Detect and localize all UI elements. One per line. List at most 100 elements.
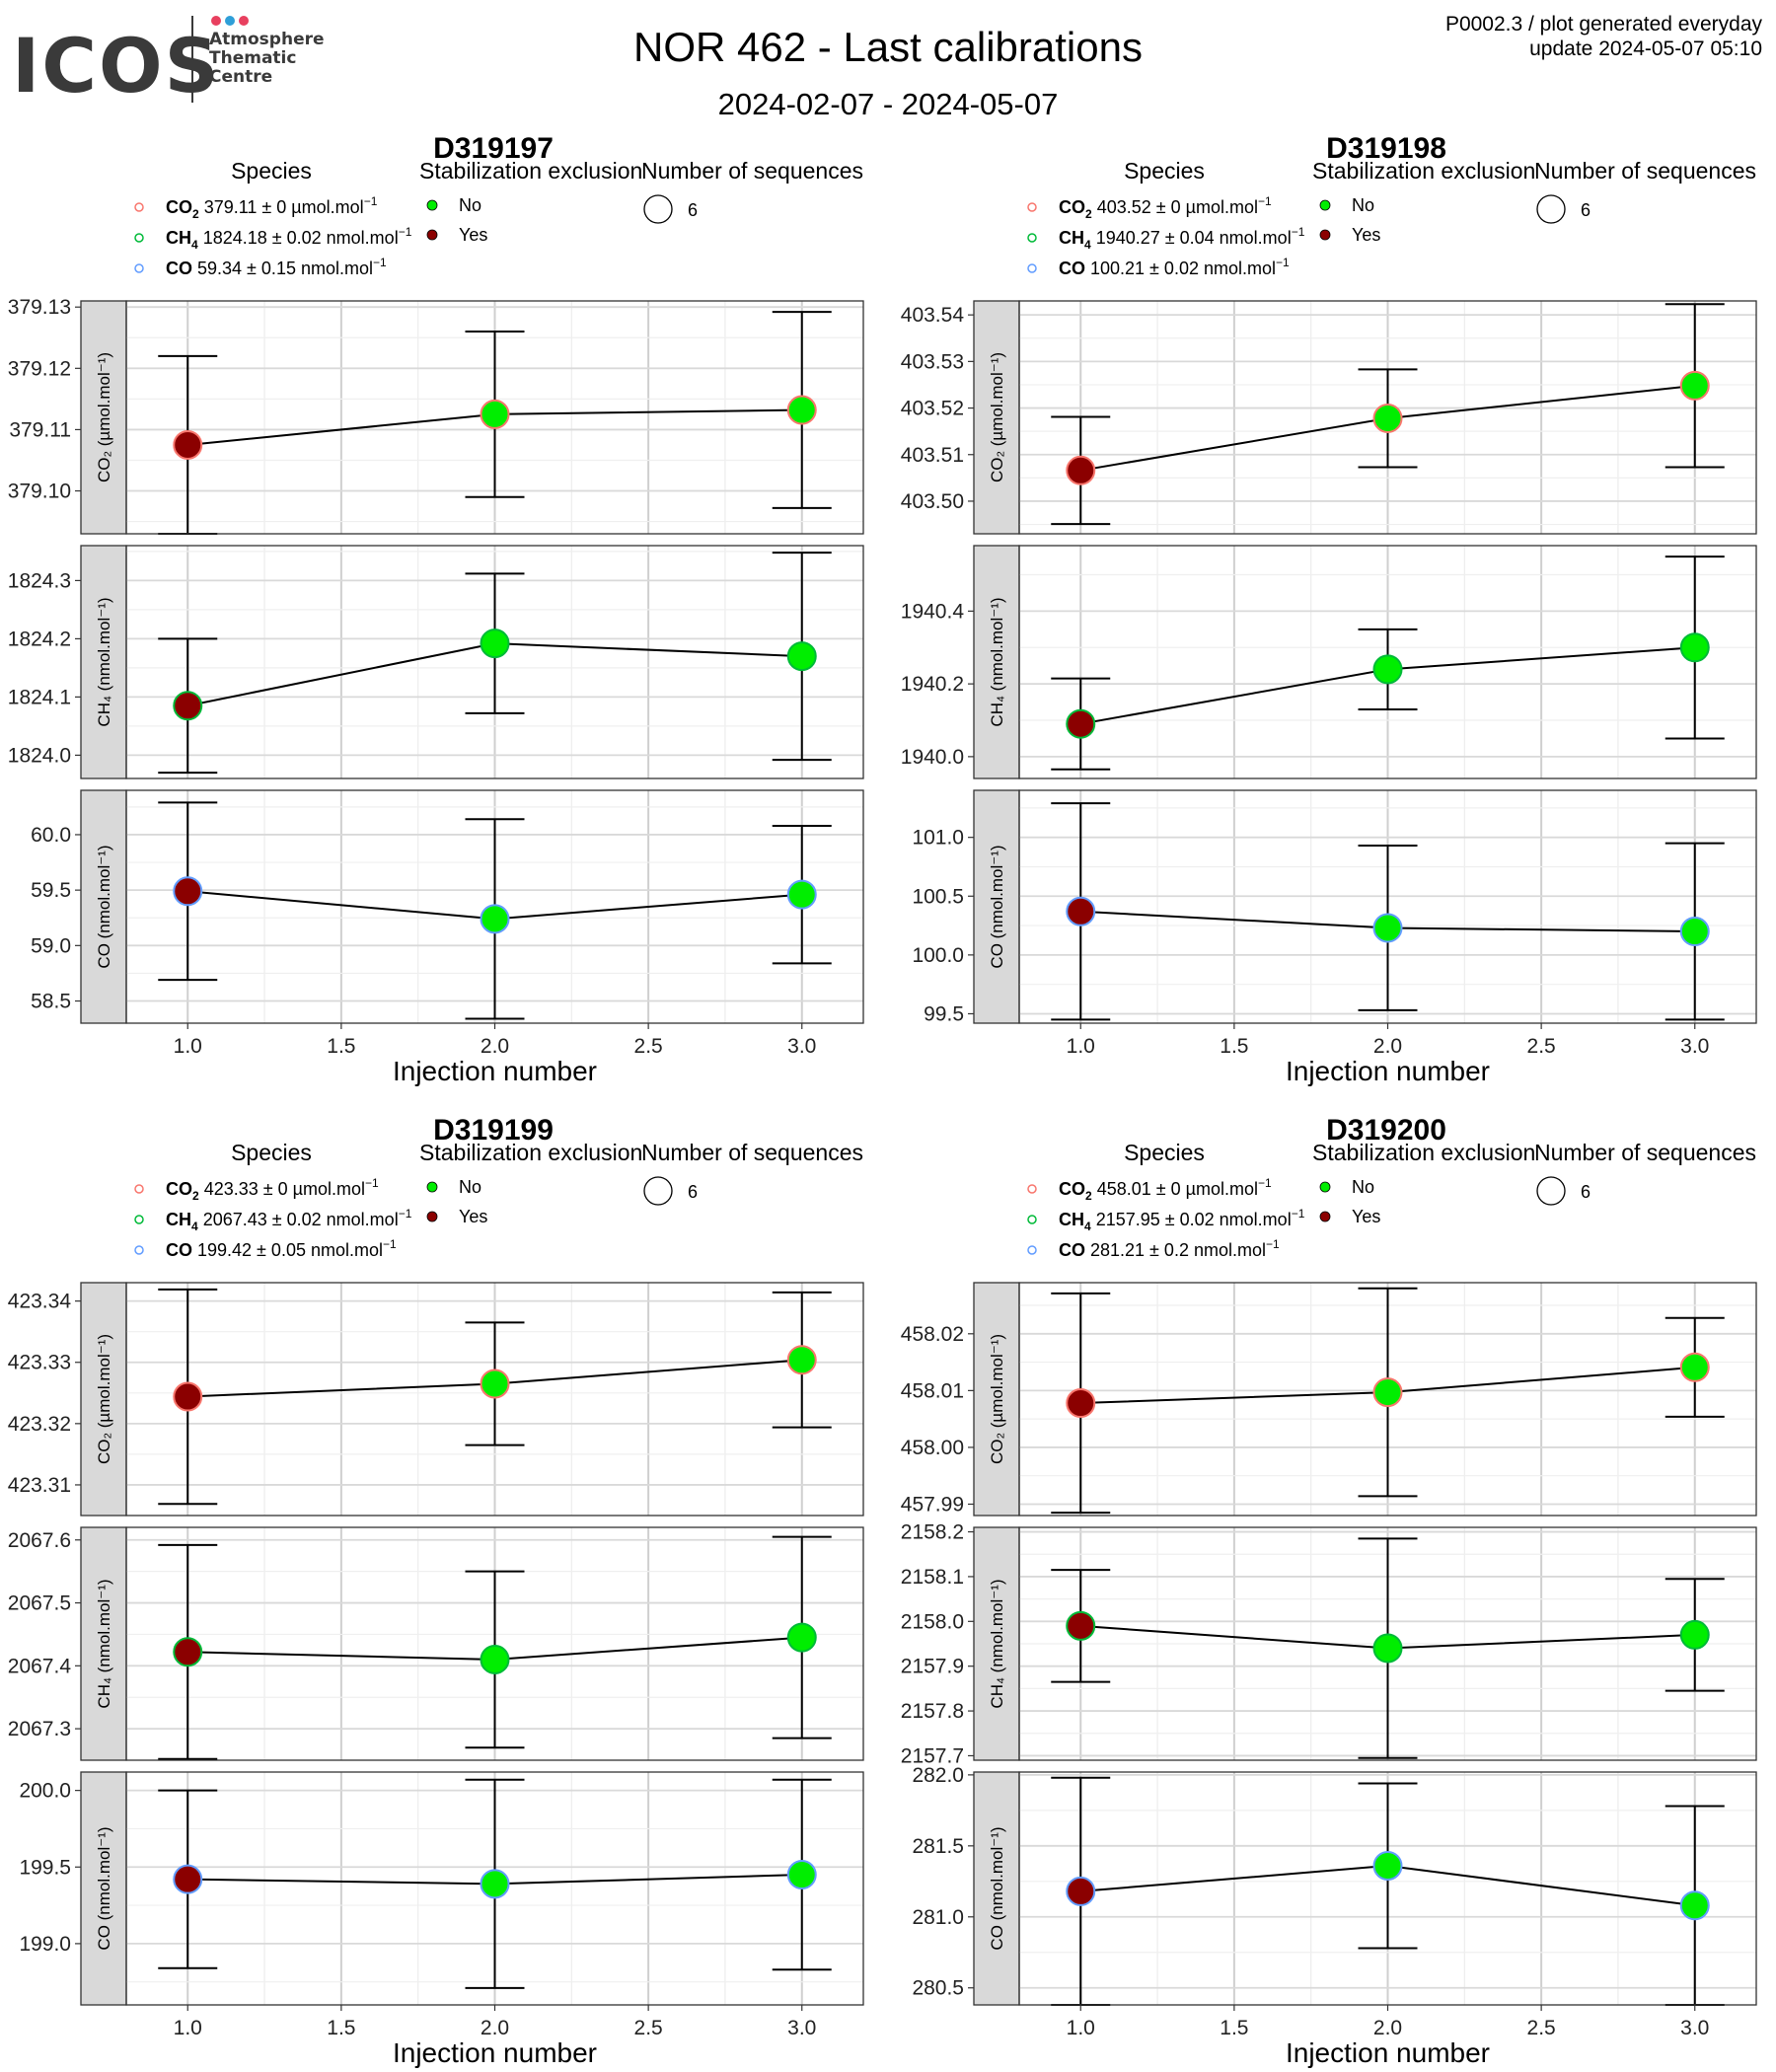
legend-title-sequences: Number of sequences — [641, 1140, 863, 1165]
facet-strip — [80, 1771, 127, 2006]
facet-panel: CO (nmol.mol⁻¹) 199.0 199.5 200.0 — [19, 1771, 864, 2006]
y-tick-label: 58.5 — [31, 991, 71, 1013]
x-tick-label: 3.0 — [1680, 2017, 1709, 2039]
legend-title-stabilization: Stabilization exclusion — [1312, 158, 1535, 184]
legend-exclusion-label: Yes — [1352, 225, 1380, 245]
facet-strip — [80, 300, 127, 535]
data-point — [786, 641, 817, 672]
logo-dot-icon — [239, 16, 249, 26]
y-tick-label: 423.31 — [8, 1474, 71, 1497]
y-tick-label: 59.0 — [31, 934, 71, 957]
facet-strip — [973, 300, 1020, 535]
data-point — [1372, 1377, 1403, 1408]
y-tick-label: 423.32 — [8, 1413, 71, 1436]
y-tick-label: 199.0 — [19, 1933, 71, 1956]
legend-sequences-label: 6 — [1581, 200, 1591, 220]
logo-dot-icon — [225, 16, 235, 26]
chart-title: D319200 — [1326, 1114, 1446, 1147]
icos-logo-text: ICOS — [12, 22, 221, 110]
legend-exclusion-key — [426, 229, 438, 241]
x-tick-label: 1.0 — [174, 2017, 202, 2039]
facet-panel: CO₂ (µmol.mol⁻¹) 457.99 458.00 458.01 458.02 — [901, 1282, 1757, 1517]
y-tick-label: 1824.3 — [8, 569, 71, 592]
legend-species-label: CO 59.34 ± 0.15 nmol.mol−1 — [166, 256, 387, 278]
panel-border — [1018, 1282, 1757, 1517]
legend-exclusion-key — [1319, 1211, 1331, 1222]
facet-strip-label: CO (nmol.mol⁻¹) — [95, 1826, 113, 1950]
legend-title-stabilization: Stabilization exclusion — [419, 158, 642, 184]
y-tick-label: 458.02 — [901, 1323, 964, 1346]
x-tick-label: 2.0 — [481, 1035, 509, 1058]
legend-title-stabilization: Stabilization exclusion — [1312, 1140, 1535, 1165]
y-tick-label: 403.50 — [901, 490, 964, 513]
facet-strip — [973, 1771, 1020, 2006]
legend-title-species: Species — [1124, 158, 1205, 184]
plot-meta: P0002.3 / plot generated everyday update… — [1445, 12, 1762, 61]
facet-panel: CH₄ (nmol.mol⁻¹) 2157.7 2157.8 2157.9 2158.0… — [901, 1521, 1757, 1767]
y-tick-label: 423.34 — [8, 1291, 72, 1313]
legend-exclusion-label: Yes — [1352, 1207, 1380, 1226]
data-point — [173, 1637, 203, 1667]
data-point — [1372, 654, 1403, 685]
legend-sequences-label: 6 — [688, 200, 698, 220]
x-tick-label: 1.5 — [1220, 1035, 1248, 1058]
facet-strip — [973, 545, 1020, 779]
y-tick-label: 403.51 — [901, 444, 964, 467]
legend-title-species: Species — [231, 158, 312, 184]
data-point — [480, 1369, 510, 1399]
data-point — [1066, 708, 1096, 739]
legend-exclusion-key — [426, 1181, 438, 1193]
legend-species-label: CH4 2067.43 ± 0.02 nmol.mol−1 — [166, 1207, 412, 1233]
facet-strip — [80, 789, 127, 1024]
panel-border — [1018, 1526, 1757, 1761]
data-point — [1372, 1633, 1403, 1664]
legend-sequences-key — [1536, 194, 1566, 224]
chart-block: D319197 Species Stabilization exclusionNum… — [8, 132, 864, 1086]
x-tick-label: 1.5 — [1220, 2017, 1248, 2039]
y-tick-label: 2157.9 — [901, 1656, 964, 1678]
x-tick-label: 2.0 — [481, 2017, 509, 2039]
facet-panel: CH₄ (nmol.mol⁻¹) 1940.0 1940.2 1940.4 — [901, 545, 1757, 779]
logo-subtitle-line: Thematic — [209, 48, 297, 68]
y-tick-label: 2158.2 — [901, 1521, 964, 1544]
chart-block: D319200 Species Stabilization exclusionNum… — [901, 1114, 1757, 2068]
y-tick-label: 2067.4 — [8, 1655, 72, 1677]
panel-border — [1018, 545, 1757, 779]
legend-exclusion-key — [426, 1211, 438, 1222]
x-tick-label: 3.0 — [1680, 1035, 1709, 1058]
legend-species-key — [134, 233, 144, 243]
facet-strip — [973, 789, 1020, 1024]
facet-strip — [973, 1526, 1020, 1761]
data-point — [1066, 1388, 1096, 1419]
data-point — [1679, 632, 1710, 663]
y-tick-label: 59.5 — [31, 879, 71, 902]
data-point — [786, 1860, 817, 1890]
x-tick-label: 1.5 — [327, 1035, 355, 1058]
legend-species-label: CH4 1940.27 ± 0.04 nmol.mol−1 — [1059, 225, 1305, 252]
panel-border — [125, 545, 864, 779]
logo-dot-icon — [211, 16, 221, 26]
y-tick-label: 379.13 — [8, 296, 71, 319]
y-tick-label: 403.53 — [901, 350, 964, 373]
legend-species-label: CO2 458.01 ± 0 µmol.mol−1 — [1059, 1176, 1272, 1203]
facet-panel: CO₂ (µmol.mol⁻¹) 403.50 403.51 403.52 403.53… — [901, 300, 1757, 535]
legend-species-label: CO2 423.33 ± 0 µmol.mol−1 — [166, 1176, 379, 1203]
y-tick-label: 100.0 — [912, 944, 964, 967]
y-tick-label: 2157.8 — [901, 1700, 964, 1723]
legend-exclusion-key — [1319, 199, 1331, 211]
data-point — [1372, 403, 1403, 433]
legend-species-key — [1027, 1215, 1037, 1224]
y-tick-label: 403.54 — [901, 304, 965, 327]
x-tick-label: 2.0 — [1373, 2017, 1402, 2039]
y-tick-label: 403.52 — [901, 398, 964, 420]
facet-strip-label: CH₄ (nmol.mol⁻¹) — [95, 1579, 113, 1708]
y-tick-label: 458.01 — [901, 1379, 964, 1402]
legend-species-key — [1027, 1184, 1037, 1194]
x-axis-label: Injection number — [1286, 1056, 1490, 1086]
x-tick-label: 1.5 — [327, 2017, 355, 2039]
data-point — [480, 399, 510, 429]
legend-exclusion-label: No — [459, 1177, 481, 1197]
facet-panel: CH₄ (nmol.mol⁻¹) 1824.0 1824.1 1824.2 1824.3 — [8, 545, 864, 779]
legend-exclusion-key — [1319, 229, 1331, 241]
